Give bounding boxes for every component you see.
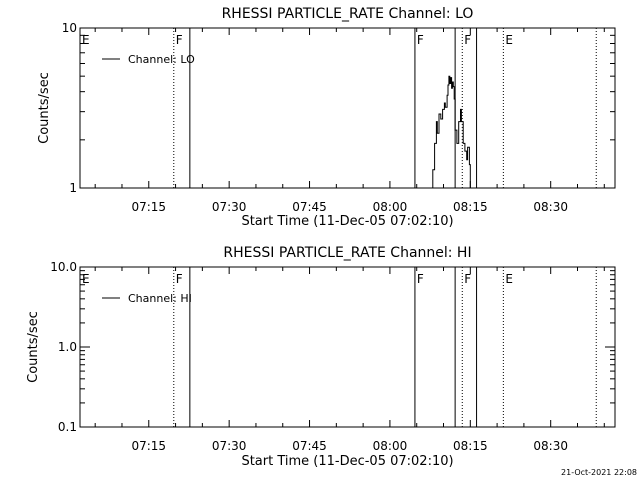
x-tick-label: 08:00 [373, 439, 408, 453]
x-tick-label: 07:15 [131, 439, 166, 453]
footer-timestamp: 21-Oct-2021 22:08 [561, 468, 637, 477]
event-marker-label: F [176, 33, 183, 47]
x-axis-label: Start Time (11-Dec-05 07:02:10) [241, 214, 453, 229]
plot-frame [79, 27, 616, 189]
chart-panel-1: RHESSI PARTICLE_RATE Channel: LO 07:15 07:… [37, 6, 616, 229]
y-tick-label: 10.0 [50, 260, 77, 274]
y-axis-label: Counts/sec [37, 72, 52, 144]
y-tick-label: 10 [62, 21, 77, 35]
event-marker-label: E [82, 272, 90, 286]
x-tick-label: 07:30 [212, 439, 247, 453]
x-tick-label: 07:15 [131, 200, 166, 214]
event-marker-label: F [464, 272, 471, 286]
event-marker-label: F [417, 272, 424, 286]
event-marker-label: E [505, 272, 513, 286]
chart-panel-2: RHESSI PARTICLE_RATE Channel: HI 07:15 07:… [26, 245, 616, 469]
legend-entry: Channel: HI [128, 292, 192, 305]
event-marker-label: E [82, 33, 90, 47]
y-axis-label: Counts/sec [26, 311, 41, 383]
y-tick-label: 1 [69, 181, 77, 195]
event-marker-label: E [505, 33, 513, 47]
x-tick-label: 08:30 [533, 200, 568, 214]
x-axis-label: Start Time (11-Dec-05 07:02:10) [241, 454, 453, 469]
series-line [431, 75, 471, 189]
x-tick-label: 08:00 [373, 200, 408, 214]
chart-title: RHESSI PARTICLE_RATE Channel: HI [223, 245, 471, 261]
x-tick-label: 08:30 [533, 439, 568, 453]
event-marker-label: F [176, 272, 183, 286]
x-tick-label: 07:45 [292, 200, 327, 214]
event-marker-label: F [417, 33, 424, 47]
event-marker-label: F [464, 33, 471, 47]
y-tick-label: 0.1 [58, 420, 77, 434]
x-tick-label: 07:30 [212, 200, 247, 214]
x-tick-label: 07:45 [292, 439, 327, 453]
y-tick-label: 1.0 [58, 340, 77, 354]
legend-entry: Channel: LO [128, 53, 195, 66]
chart-title: RHESSI PARTICLE_RATE Channel: LO [222, 6, 474, 22]
x-tick-label: 08:15 [453, 200, 488, 214]
x-tick-label: 08:15 [453, 439, 488, 453]
